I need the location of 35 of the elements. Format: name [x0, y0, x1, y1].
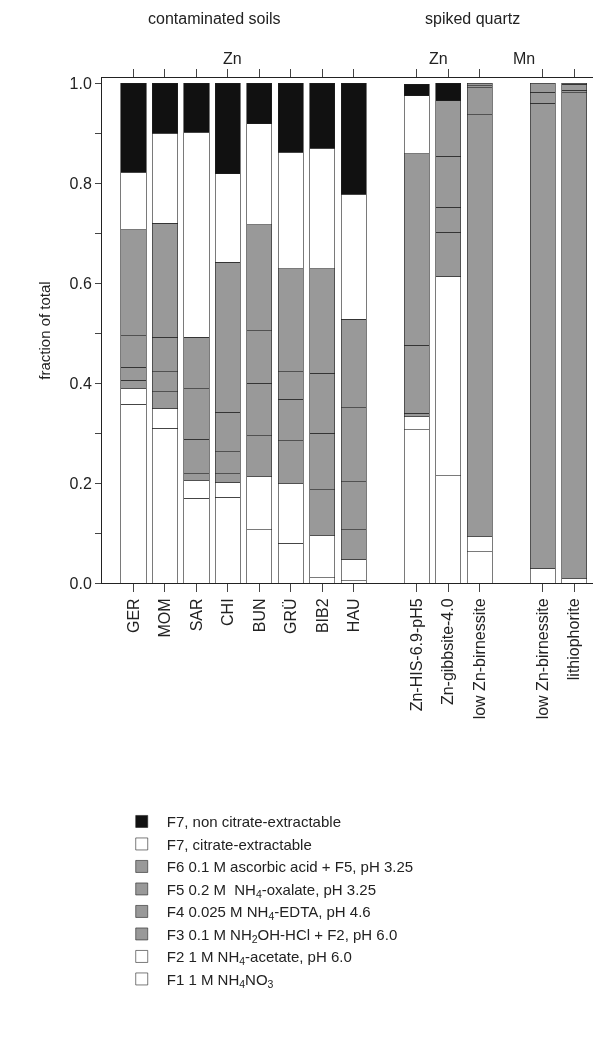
- legend-label: F2 1 M NH$_{4}$-acetate, pH 6.0: [166, 948, 352, 968]
- y-tick-label: 0.6: [69, 274, 92, 292]
- text: spiked quartz: [425, 10, 521, 27]
- x-tick-label: GER: [124, 598, 142, 634]
- x-tick-label: BIB2: [313, 598, 331, 634]
- text: Zn: [429, 50, 448, 67]
- y-tick-label: 1.0: [69, 74, 92, 92]
- x-tick-label: HAU: [344, 598, 362, 633]
- legend-label: F6 0.1 M ascorbic acid + F5, pH 3.25: [166, 858, 414, 876]
- legend-label: F4 0.025 M NH$_{4}$-EDTA, pH 4.6: [166, 903, 371, 923]
- legend-label: F5 0.2 M NH$_{4}$-oxalate, pH 3.25: [166, 880, 377, 900]
- x-tick-label: MOM: [156, 598, 174, 638]
- y-tick-label: 0.0: [69, 574, 92, 592]
- legend-label: F7, non citrate-extractable: [166, 813, 341, 831]
- x-tick-label: BUN: [250, 598, 268, 633]
- x-tick-label: GRÜ: [282, 598, 300, 634]
- x-tick-label: low Zn-birnessite: [470, 598, 488, 720]
- x-tick-label: Zn-gibbsite-4.0: [439, 598, 457, 706]
- text: contaminated soils: [148, 10, 281, 27]
- bar: [561, 92, 588, 579]
- y-tick-label: 0.8: [69, 174, 92, 192]
- x-tick-label: lithiophorite: [565, 598, 583, 681]
- text: Mn: [513, 50, 536, 67]
- y-tick-label: 0.4: [69, 374, 92, 392]
- x-tick-label: CHI: [219, 598, 237, 626]
- y-axis-title: fraction of total: [35, 281, 53, 380]
- bar: [561, 83, 588, 91]
- y-tick-label: 0.2: [69, 474, 92, 492]
- x-tick-label: SAR: [187, 598, 205, 632]
- text: Zn: [223, 50, 242, 67]
- legend-label: F3 0.1 M NH$_{2}$OH-HCl + F2, pH 6.0: [166, 925, 398, 945]
- legend-label: F7, citrate-extractable: [166, 835, 312, 853]
- x-tick-label: Zn-HIS-6.9-pH5: [407, 598, 425, 712]
- x-tick-label: low Zn-birnessite: [533, 598, 551, 720]
- legend-label: F1 1 M NH$_{4}$NO$_{3}$: [166, 970, 274, 990]
